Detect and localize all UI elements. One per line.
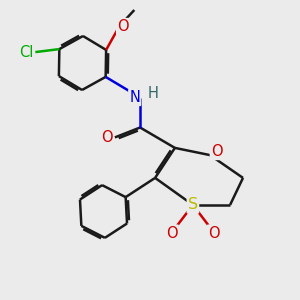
Text: H: H: [147, 85, 158, 100]
Text: O: O: [208, 226, 220, 241]
Text: O: O: [101, 130, 112, 145]
Text: S: S: [188, 197, 198, 212]
Text: Cl: Cl: [19, 45, 34, 60]
Text: O: O: [166, 226, 178, 241]
Text: O: O: [117, 19, 129, 34]
Text: O: O: [211, 144, 222, 159]
Text: N: N: [129, 90, 140, 105]
